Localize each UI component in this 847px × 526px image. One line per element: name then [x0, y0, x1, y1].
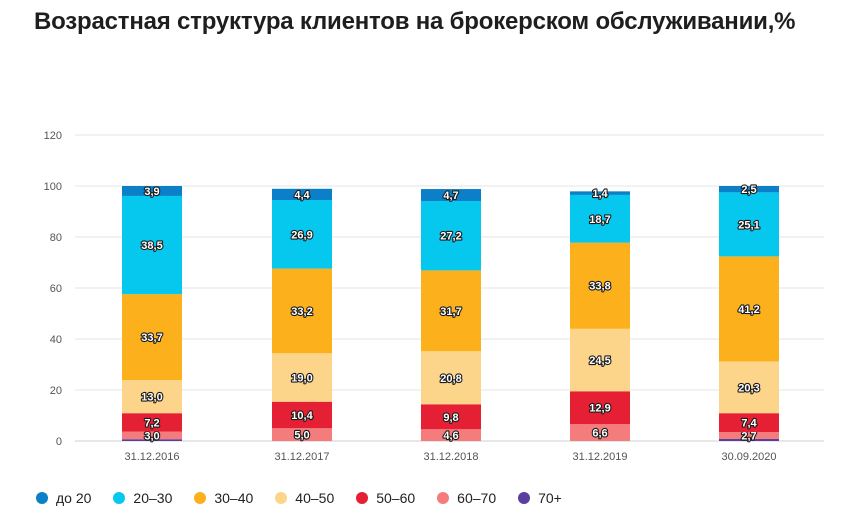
data-label: 2,7 — [741, 431, 756, 443]
legend-swatch — [518, 492, 531, 504]
chart-title: Возрастная структура клиентов на брокерс… — [34, 8, 796, 35]
bar-segment — [421, 270, 481, 352]
legend-label: 30–40 — [214, 490, 254, 506]
bar-segment — [719, 186, 779, 193]
data-label: 10,4 — [291, 410, 313, 422]
x-tick-label: 31.12.2017 — [274, 451, 329, 463]
bar-segment — [719, 438, 779, 441]
data-label: 3,9 — [144, 186, 159, 198]
data-label: 41,2 — [738, 304, 759, 316]
bar-segment — [272, 268, 332, 354]
bar-segment — [122, 380, 182, 414]
chart-legend: до 20 20–30 30–40 40–50 50–60 60–70 70+ — [36, 490, 584, 506]
legend-swatch — [194, 492, 207, 504]
data-label: 27,2 — [440, 231, 461, 243]
data-label: 33,8 — [589, 281, 610, 293]
y-tick-label: 40 — [50, 334, 62, 346]
legend-label: 60–70 — [457, 490, 497, 506]
legend-item-50-60: 50–60 — [356, 490, 415, 506]
legend-label: 70+ — [538, 490, 562, 506]
bar-segment — [570, 242, 630, 329]
x-tick-label: 30.09.2020 — [721, 451, 776, 463]
x-tick-label: 31.12.2016 — [124, 451, 179, 463]
bar-segment — [570, 391, 630, 425]
data-label: 7,4 — [741, 418, 757, 430]
y-tick-label: 60 — [50, 283, 62, 295]
bar-segment — [719, 256, 779, 362]
y-tick-label: 100 — [44, 181, 62, 193]
bar-segment — [272, 188, 332, 201]
data-label: 31,7 — [440, 306, 461, 318]
bar-segment — [719, 192, 779, 257]
bar-segment — [122, 294, 182, 381]
y-tick-label: 0 — [56, 436, 62, 448]
data-label: 13,0 — [141, 392, 162, 404]
legend-swatch — [356, 492, 369, 504]
legend-swatch — [113, 492, 126, 504]
bar-segment — [570, 328, 630, 392]
bar-segment — [122, 186, 182, 196]
bar-segment — [421, 429, 481, 441]
bar-segment — [272, 200, 332, 269]
data-label: 33,7 — [141, 332, 162, 344]
legend-label: 40–50 — [295, 490, 335, 506]
bar-segment — [719, 361, 779, 414]
bar-segment — [272, 401, 332, 429]
legend-item-40-50: 40–50 — [275, 490, 334, 506]
data-label: 7,2 — [144, 417, 159, 429]
bar-segment — [719, 413, 779, 433]
data-label: 6,6 — [592, 428, 607, 440]
data-label: 1,4 — [592, 188, 608, 200]
bar-segment — [421, 189, 481, 202]
y-tick-label: 80 — [50, 232, 62, 244]
data-label: 5,0 — [294, 430, 309, 442]
data-label: 33,2 — [291, 306, 312, 318]
data-label: 19,0 — [291, 373, 312, 385]
legend-swatch — [275, 492, 288, 504]
legend-label: 20–30 — [133, 490, 173, 506]
bar-segment — [122, 431, 182, 440]
data-label: 3,0 — [144, 430, 159, 442]
data-label: 25,1 — [738, 219, 759, 231]
data-label: 9,8 — [443, 412, 458, 424]
legend-item-30-40: 30–40 — [194, 490, 253, 506]
data-label: 4,7 — [443, 190, 458, 202]
legend-swatch — [36, 492, 48, 504]
legend-item-60-70: 60–70 — [437, 490, 496, 506]
bar-segment — [122, 413, 182, 432]
data-label: 20,8 — [440, 373, 461, 385]
data-label: 18,7 — [589, 214, 610, 226]
legend-label: 50–60 — [376, 490, 416, 506]
legend-item-70-plus: 70+ — [518, 490, 562, 506]
data-label: 4,6 — [443, 430, 458, 442]
bar-segment — [570, 194, 630, 243]
bar-segment — [719, 432, 779, 439]
bar-segment — [570, 191, 630, 195]
data-label: 38,5 — [141, 240, 162, 252]
bar-segment — [421, 404, 481, 430]
x-tick-label: 31.12.2019 — [572, 451, 627, 463]
data-label: 20,3 — [738, 382, 759, 394]
bar-segment — [570, 424, 630, 441]
bar-segment — [421, 201, 481, 271]
bar-segment — [122, 439, 182, 441]
bar-segment — [122, 195, 182, 295]
y-tick-label: 20 — [50, 385, 62, 397]
bar-segment — [272, 428, 332, 441]
legend-item-under-20: до 20 — [36, 490, 91, 506]
data-label: 4,4 — [294, 189, 310, 201]
legend-item-20-30: 20–30 — [113, 490, 172, 506]
data-label: 26,9 — [291, 229, 312, 241]
data-label: 12,9 — [589, 403, 610, 415]
legend-swatch — [437, 492, 450, 504]
bar-segment — [272, 353, 332, 402]
bar-segment — [421, 351, 481, 405]
legend-label: до 20 — [56, 490, 92, 506]
y-tick-label: 120 — [44, 130, 62, 142]
data-label: 24,5 — [589, 355, 610, 367]
x-tick-label: 31.12.2018 — [423, 451, 478, 463]
data-label: 2,5 — [741, 184, 756, 196]
